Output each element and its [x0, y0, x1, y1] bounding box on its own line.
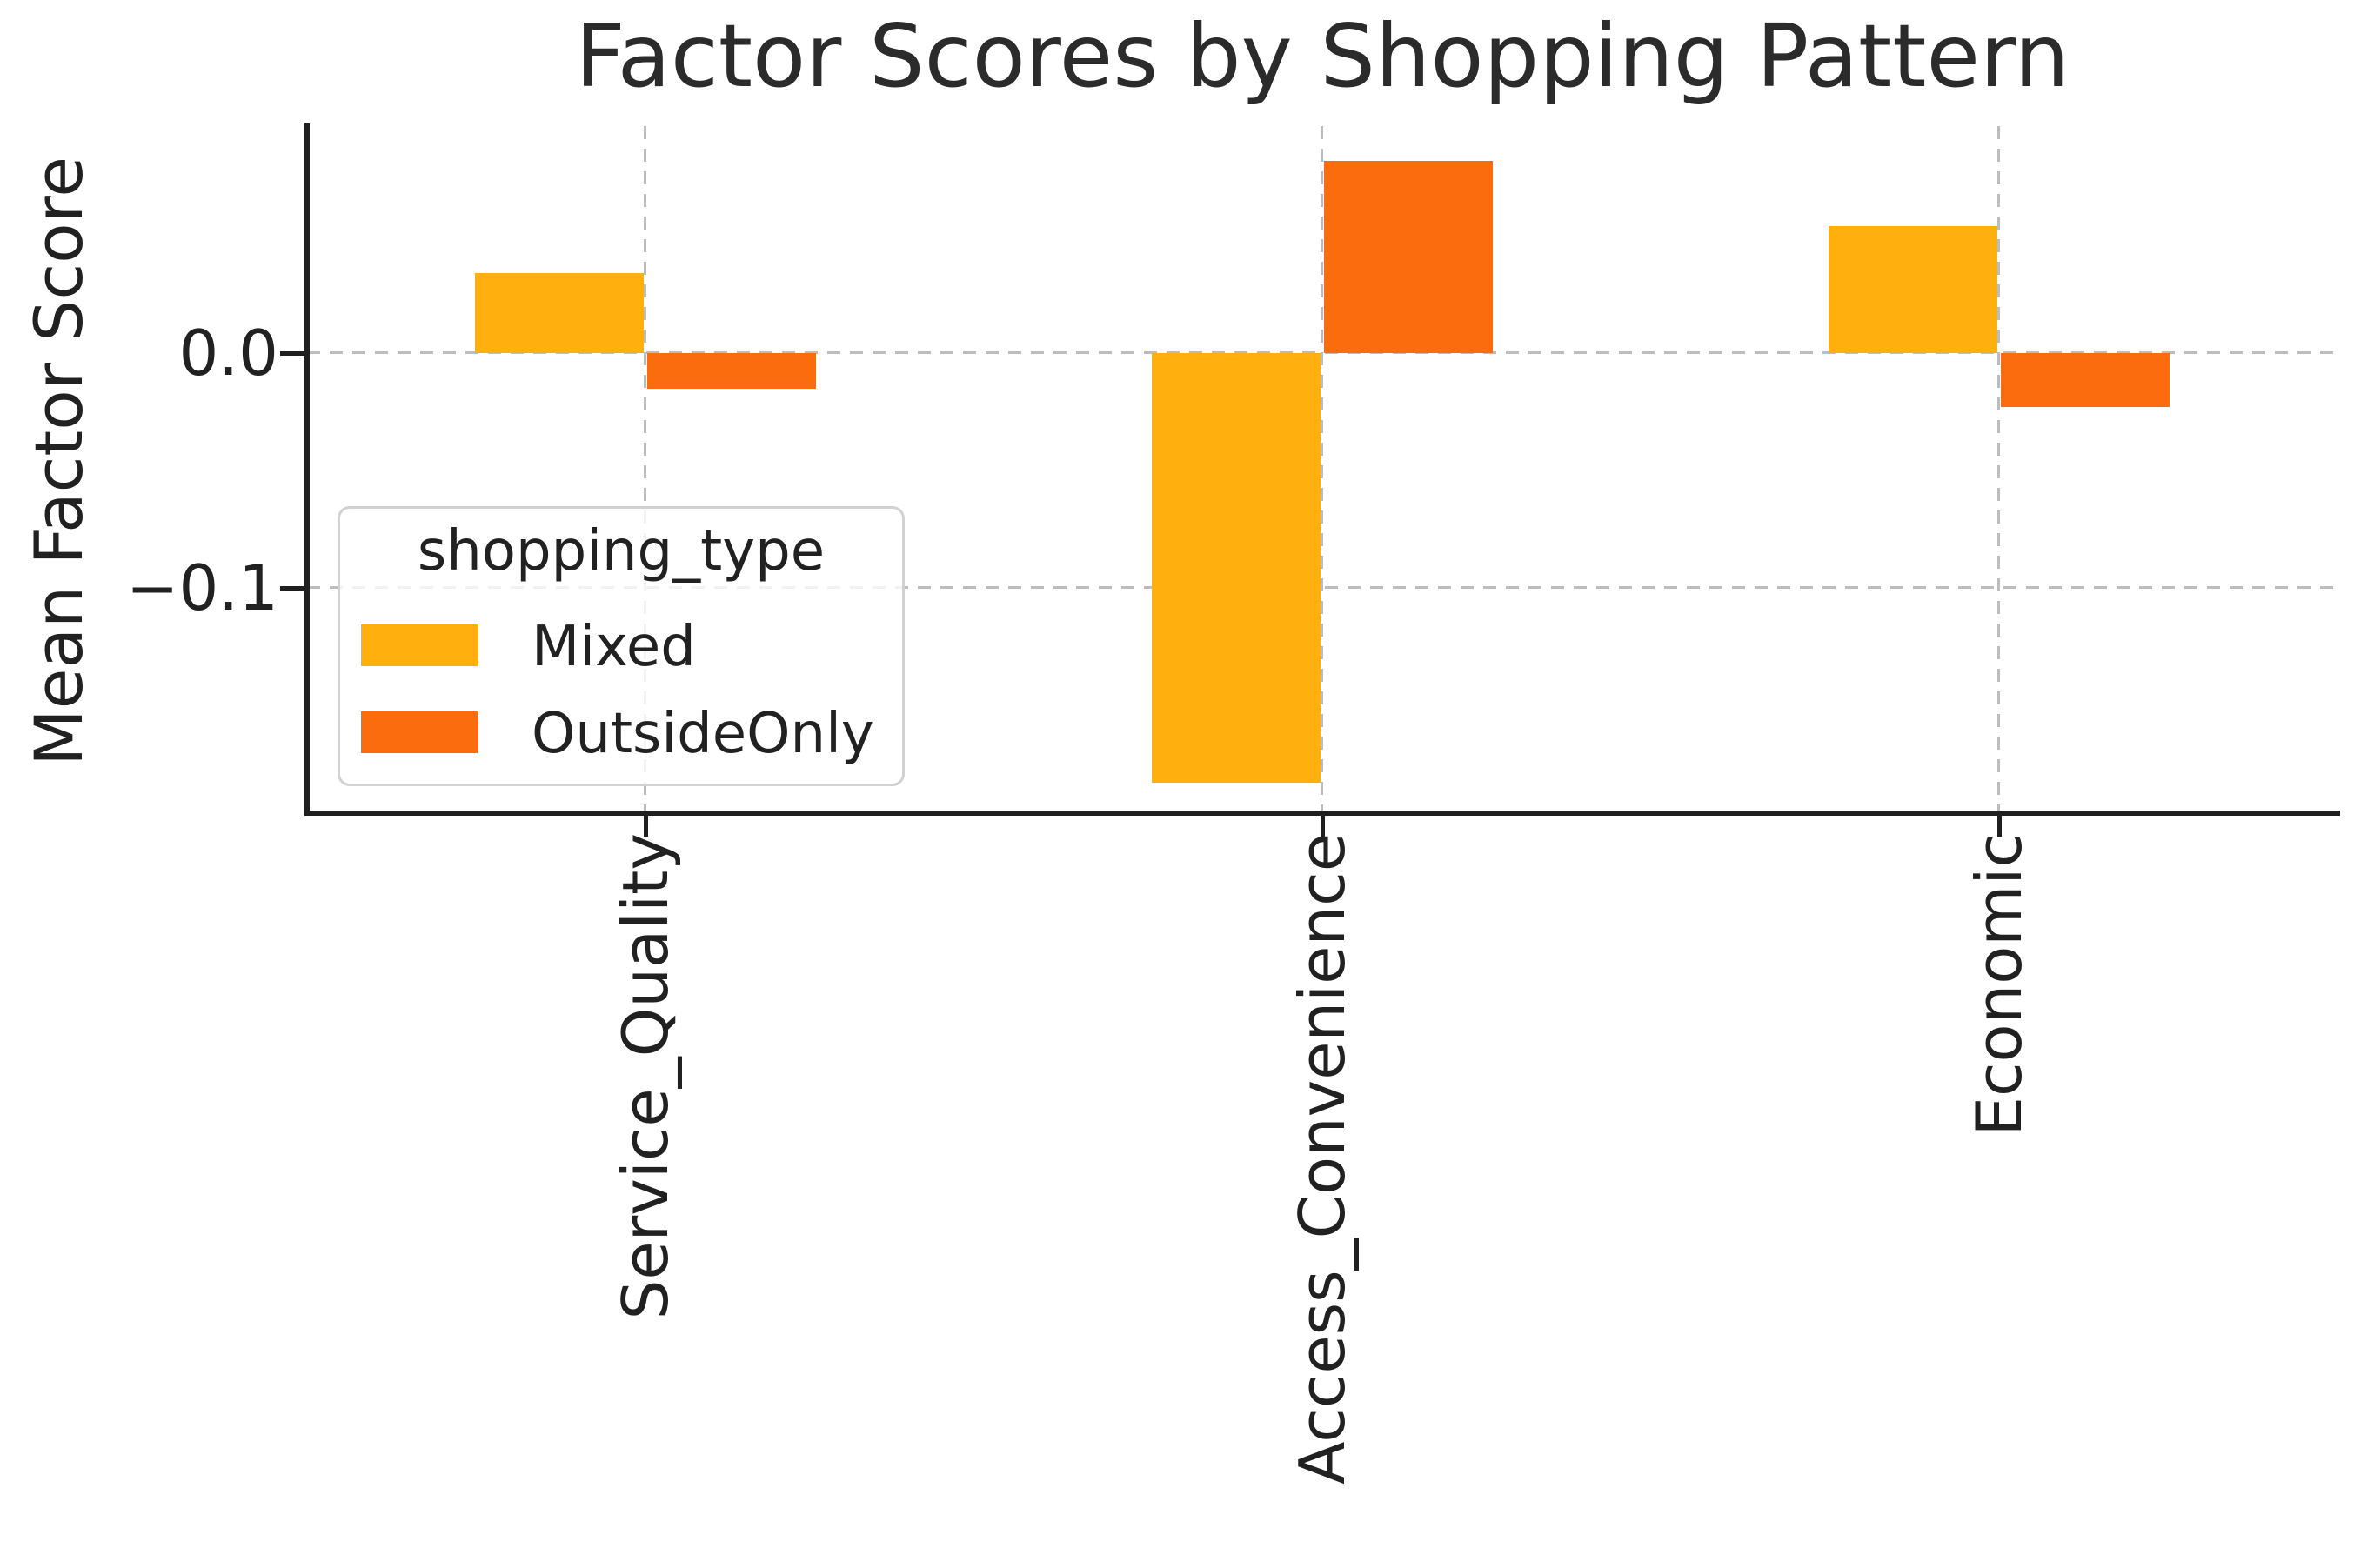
x-tick-mark: [1997, 816, 2002, 837]
bar-outsideonly-economic: [2001, 353, 2170, 408]
legend-title: shopping_type: [417, 519, 826, 584]
y-tick-mark: [280, 351, 304, 356]
bar-outsideonly-access_convenience: [1324, 160, 1493, 353]
legend-swatch-outsideonly: [361, 711, 478, 753]
legend-swatch-mixed: [361, 624, 478, 666]
vertical-gridline: [1997, 126, 2000, 813]
vertical-gridline: [1321, 126, 1323, 813]
legend-label-mixed: Mixed: [532, 615, 696, 679]
x-tick-label-economic: Economic: [1963, 833, 2036, 1137]
horizontal-gridline: [307, 586, 2337, 589]
bar-outsideonly-service_quality: [647, 353, 816, 389]
x-tick-label-service_quality: Service_Quality: [609, 833, 682, 1320]
x-tick-mark: [644, 816, 648, 837]
y-axis-label: Mean Factor Score: [20, 157, 97, 766]
legend: shopping_type Mixed OutsideOnly: [338, 506, 905, 786]
x-tick-mark: [1321, 816, 1325, 837]
x-tick-label-access_convenience: Access_Convenience: [1286, 833, 1359, 1485]
vertical-gridline: [644, 126, 646, 813]
legend-label-outsideonly: OutsideOnly: [532, 702, 874, 766]
y-tick-label: −0.1: [126, 551, 278, 624]
bar-mixed-economic: [1829, 226, 1997, 353]
chart-title: Factor Scores by Shopping Pattern: [575, 5, 2070, 107]
bar-mixed-access_convenience: [1152, 353, 1321, 784]
y-axis-line: [304, 123, 310, 816]
y-tick-label: 0.0: [178, 317, 278, 390]
x-axis-line: [304, 811, 2340, 816]
plot-area: [307, 126, 2337, 813]
bar-mixed-service_quality: [475, 273, 644, 353]
y-tick-mark: [280, 586, 304, 591]
horizontal-gridline: [307, 351, 2337, 354]
